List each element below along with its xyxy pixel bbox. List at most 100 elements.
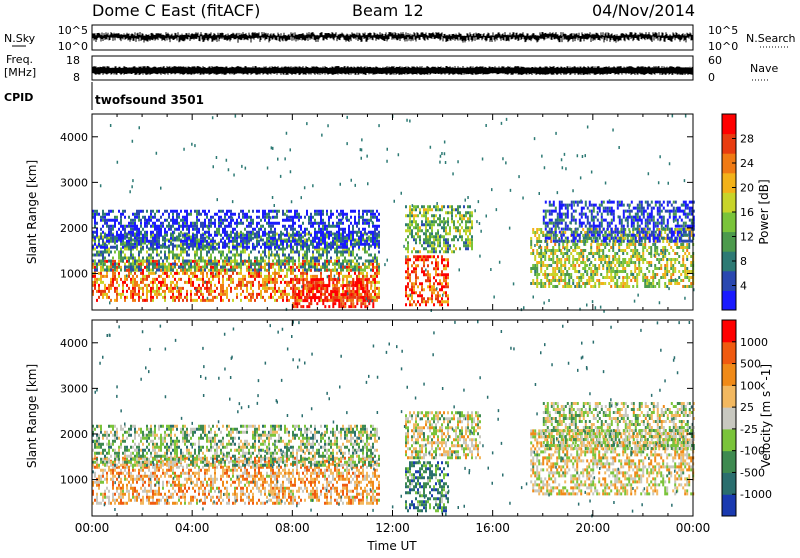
echo-cells bbox=[542, 402, 695, 450]
echo-cells bbox=[530, 429, 695, 496]
colorbar-segment bbox=[722, 270, 736, 291]
x-tick-label: 00:00 bbox=[676, 521, 711, 535]
x-tick-label: 20:00 bbox=[576, 521, 611, 535]
echo-band-3 bbox=[405, 255, 449, 307]
echo-band-3 bbox=[405, 411, 481, 460]
colorbar-segment bbox=[722, 320, 736, 343]
echo-cells bbox=[405, 461, 449, 513]
echo-cells bbox=[292, 278, 371, 309]
power-panel: 1000 2000 3000 4000 bbox=[60, 113, 695, 313]
echo-cells bbox=[405, 255, 449, 304]
colorbar-segment bbox=[722, 231, 736, 252]
echo-cells bbox=[92, 209, 380, 249]
x-tick-label: 04:00 bbox=[175, 521, 210, 535]
freq-trace bbox=[92, 66, 693, 75]
y-tick-label: 2000 bbox=[60, 222, 88, 235]
nsky-tick-top: 10^5 bbox=[58, 24, 88, 37]
echo-cells bbox=[405, 461, 449, 513]
freq-tick-top: 18 bbox=[66, 54, 80, 67]
echo-cells bbox=[542, 402, 693, 450]
echo-cells bbox=[405, 411, 479, 460]
colorbar-segment bbox=[722, 472, 736, 495]
velocity-panel: 1000 2000 3000 4000 00:00 04:00 08:00 12:00 16:0… bbox=[60, 319, 711, 535]
echo-band-5 bbox=[530, 228, 695, 288]
power-ylabel: Slant Range [km] bbox=[25, 160, 39, 264]
colorbar-tick-label: 500 bbox=[740, 358, 761, 371]
colorbar-tick-label: -1000 bbox=[740, 488, 772, 501]
echo-cells bbox=[92, 259, 380, 302]
echo-cells bbox=[532, 228, 695, 288]
echo-cells bbox=[542, 200, 693, 243]
colorbar-segment bbox=[722, 341, 736, 365]
velocity-colorbar: 1000 500 100 25 -25 -100 -500 -1000 bbox=[721, 319, 772, 517]
power-colorbar-label: Power [dB] bbox=[757, 179, 771, 244]
nsearch-tick-bottom: 10^0 bbox=[708, 40, 738, 53]
freq-label: Freq. bbox=[6, 53, 33, 66]
x-tick-label: 16:00 bbox=[475, 521, 510, 535]
freq-unit: [MHz] bbox=[4, 66, 36, 79]
date-title: 04/Nov/2014 bbox=[592, 1, 695, 20]
nave-tick-bottom: 0 bbox=[708, 71, 715, 84]
cpid-label: CPID bbox=[4, 91, 33, 104]
colorbar-segment bbox=[722, 153, 736, 174]
echo-cells bbox=[405, 461, 449, 513]
colorbar-segment bbox=[722, 172, 736, 193]
x-tick-label: 08:00 bbox=[275, 521, 310, 535]
echo-cells bbox=[405, 461, 447, 507]
x-tick-label: 12:00 bbox=[375, 521, 410, 535]
nsky-trace-line bbox=[92, 32, 693, 43]
echo-cells bbox=[292, 278, 375, 309]
colorbar-tick-label: 25 bbox=[740, 401, 754, 414]
nsearch-tick-top: 10^5 bbox=[708, 24, 738, 37]
echo-pixels bbox=[92, 402, 695, 513]
echo-cells bbox=[407, 255, 449, 304]
echo-cells bbox=[92, 456, 380, 505]
colorbar-tick-label: 4 bbox=[740, 280, 747, 293]
colorbar-tick-label: 28 bbox=[740, 133, 754, 146]
beam-title: Beam 12 bbox=[352, 1, 424, 20]
nave-tick-top: 60 bbox=[708, 54, 722, 67]
echo-cells bbox=[92, 424, 378, 467]
colorbar-segment bbox=[722, 133, 736, 154]
echo-cells bbox=[544, 200, 695, 243]
y-tick-label: 3000 bbox=[60, 176, 88, 189]
colorbar-tick-label: 100 bbox=[740, 379, 761, 392]
colorbar-tick-label: -25 bbox=[740, 423, 758, 436]
colorbar-tick-label: 20 bbox=[740, 182, 754, 195]
echo-band-1 bbox=[92, 424, 380, 467]
nsky-label: N.Sky bbox=[4, 32, 36, 45]
echo-band-7 bbox=[92, 209, 380, 249]
colorbar-tick-label: 1000 bbox=[740, 336, 768, 349]
echo-cells bbox=[94, 424, 380, 467]
colorbar-segment bbox=[722, 114, 736, 135]
echo-band-5 bbox=[542, 402, 695, 450]
velocity-ylabel: Slant Range [km] bbox=[25, 364, 39, 468]
y-tick-label: 2000 bbox=[60, 428, 88, 441]
echo-cells bbox=[92, 424, 380, 467]
nsky-tick-bottom: 10^0 bbox=[58, 40, 88, 53]
colorbar-segment bbox=[722, 363, 736, 386]
echo-cells bbox=[100, 456, 380, 505]
echo-cells bbox=[532, 228, 693, 288]
y-tick-label: 1000 bbox=[60, 268, 88, 281]
echo-cells bbox=[405, 205, 473, 254]
station-title: Dome C East (fitACF) bbox=[92, 1, 260, 20]
nsky-trace bbox=[92, 32, 693, 43]
y-tick-label: 1000 bbox=[60, 474, 88, 487]
echo-cells bbox=[405, 205, 473, 254]
freq-tick-bottom: 8 bbox=[73, 71, 80, 84]
echo-band-2 bbox=[405, 461, 449, 513]
colorbar-segment bbox=[722, 428, 736, 452]
echo-cells bbox=[92, 232, 380, 272]
colorbar-frame bbox=[721, 319, 737, 517]
colorbar-segment bbox=[722, 212, 736, 233]
nave-label: Nave bbox=[750, 62, 778, 75]
colorbar-tick-label: 16 bbox=[740, 206, 754, 219]
echo-cells bbox=[405, 255, 449, 307]
colorbar-tick-label: 24 bbox=[740, 157, 754, 170]
x-axis-label: Time UT bbox=[366, 539, 417, 553]
colorbar-segment bbox=[722, 450, 736, 473]
echo-band-6 bbox=[542, 200, 695, 243]
echo-cells bbox=[92, 456, 380, 505]
